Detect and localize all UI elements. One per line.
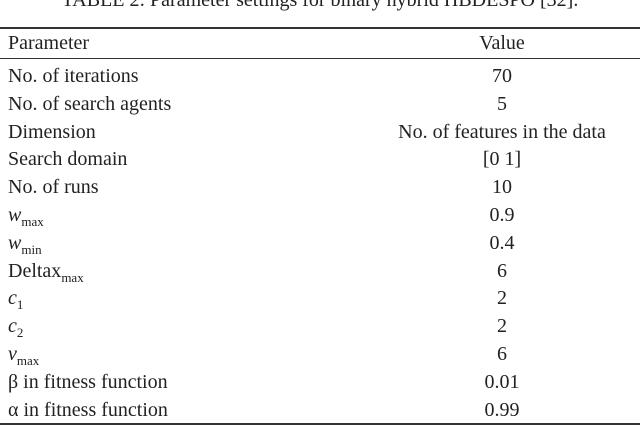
parameter-cell: No. of iterations	[8, 65, 139, 87]
parameter-cell: wmax	[8, 203, 44, 234]
parameter-symbol: c	[8, 287, 17, 310]
parameter-symbol: Deltax	[8, 259, 62, 282]
parameter-cell: Deltaxmax	[8, 259, 84, 290]
parameter-cell: α in fitness function	[8, 398, 168, 421]
top-rule	[0, 27, 640, 29]
parameter-subscript: max	[16, 353, 40, 368]
value-cell: 2	[497, 315, 507, 338]
parameter-cell: Dimension	[8, 120, 96, 143]
header-rule	[0, 58, 640, 59]
value-cell: No. of features in the data	[398, 120, 606, 143]
parameter-cell: β in fitness function	[8, 370, 168, 393]
parameter-cell: Search domain	[8, 148, 128, 171]
parameter-cell: No. of runs	[8, 176, 99, 199]
parameter-symbol: v	[8, 343, 17, 365]
parameter-subscript: 1	[16, 297, 24, 313]
parameter-cell: c1	[8, 286, 23, 317]
parameter-subscript: min	[21, 241, 42, 257]
parameter-cell: wmin	[8, 231, 42, 262]
value-cell: 5	[497, 92, 507, 115]
parameter-subscript: 2	[16, 325, 24, 341]
header-cell: Value	[479, 32, 525, 54]
value-cell: 0.01	[484, 370, 520, 393]
parameter-cell: No. of search agents	[8, 92, 172, 115]
bottom-rule	[0, 423, 640, 425]
value-cell: 0.99	[484, 398, 520, 421]
value-cell: 0.4	[489, 231, 515, 254]
value-cell: 6	[497, 343, 507, 365]
value-cell: [0 1]	[482, 148, 522, 171]
parameter-cell: vmax	[8, 342, 39, 373]
parameter-cell: c2	[8, 314, 23, 345]
parameter-symbol: w	[8, 204, 22, 226]
parameter-subscript: max	[61, 269, 84, 285]
value-cell: 6	[497, 259, 507, 282]
parameter-subscript: max	[21, 214, 44, 229]
value-cell: 10	[492, 176, 512, 199]
parameter-symbol: w	[8, 231, 22, 254]
caption: TABLE 2: Parameter settings for binary h…	[61, 0, 579, 11]
value-cell: 2	[497, 287, 507, 310]
parameter-symbol: c	[8, 315, 17, 338]
header-cell: Parameter	[8, 32, 90, 54]
value-cell: 0.9	[489, 204, 515, 226]
value-cell: 70	[492, 65, 512, 87]
